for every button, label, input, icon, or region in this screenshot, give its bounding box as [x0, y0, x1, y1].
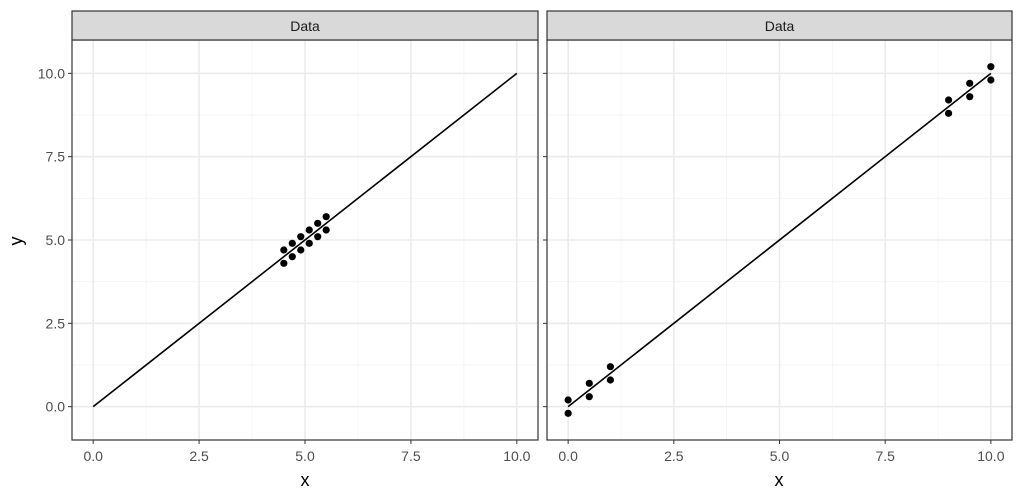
- data-point: [966, 79, 974, 87]
- data-point: [314, 233, 322, 241]
- data-point: [288, 239, 296, 247]
- data-point: [987, 76, 995, 84]
- x-tick-label: 7.5: [401, 448, 421, 464]
- y-tick-label: 5.0: [46, 232, 66, 248]
- data-point: [288, 253, 296, 261]
- y-tick-label: 10.0: [38, 65, 65, 81]
- panel-left: Data 0.0 2.5 5.0 7.5 10.0 0.0 2.5 5.0 7.5 10.0: [38, 10, 539, 464]
- data-point: [606, 376, 615, 384]
- x-tick-label: 5.0: [770, 448, 790, 464]
- facet-strip-label: Data: [290, 18, 320, 34]
- data-point: [585, 393, 593, 401]
- x-tick-label: 10.0: [503, 448, 530, 464]
- data-point: [280, 246, 288, 254]
- x-axis-title-left: x: [301, 470, 310, 490]
- data-point: [305, 239, 313, 247]
- y-axis-title: y: [6, 237, 26, 246]
- x-tick-label: 2.5: [664, 448, 684, 464]
- data-point: [322, 226, 330, 234]
- data-point: [564, 409, 572, 417]
- x-tick-label: 0.0: [83, 448, 103, 464]
- y-tick-label: 2.5: [46, 315, 66, 331]
- data-point: [944, 109, 953, 117]
- fit-line: [567, 72, 992, 408]
- data-point: [966, 93, 974, 101]
- y-tick-label: 7.5: [46, 149, 66, 165]
- x-tick-label: 0.0: [558, 448, 578, 464]
- x-tick-label: 10.0: [977, 448, 1004, 464]
- data-point: [305, 226, 313, 234]
- data-point: [564, 396, 572, 404]
- data-point: [606, 363, 615, 371]
- y-tick-label: 0.0: [46, 399, 66, 415]
- facet-strip-label: Data: [765, 18, 795, 34]
- data-point: [280, 259, 288, 267]
- data-point: [297, 233, 305, 241]
- data-point: [987, 63, 995, 71]
- x-tick-label: 5.0: [295, 448, 315, 464]
- panel-right: Data 0.0 2.5 5.0 7.5 10.0: [543, 10, 1013, 464]
- data-point: [944, 96, 953, 104]
- data-point: [297, 246, 305, 254]
- data-point: [585, 379, 593, 387]
- facet-strip: [71, 10, 539, 41]
- x-tick-label: 7.5: [875, 448, 895, 464]
- fit-line: [92, 72, 518, 408]
- x-tick-label: 2.5: [189, 448, 209, 464]
- data-point: [322, 213, 330, 221]
- x-axis-title-right: x: [775, 470, 784, 490]
- facet-strip: [546, 10, 1013, 41]
- data-point: [314, 219, 322, 227]
